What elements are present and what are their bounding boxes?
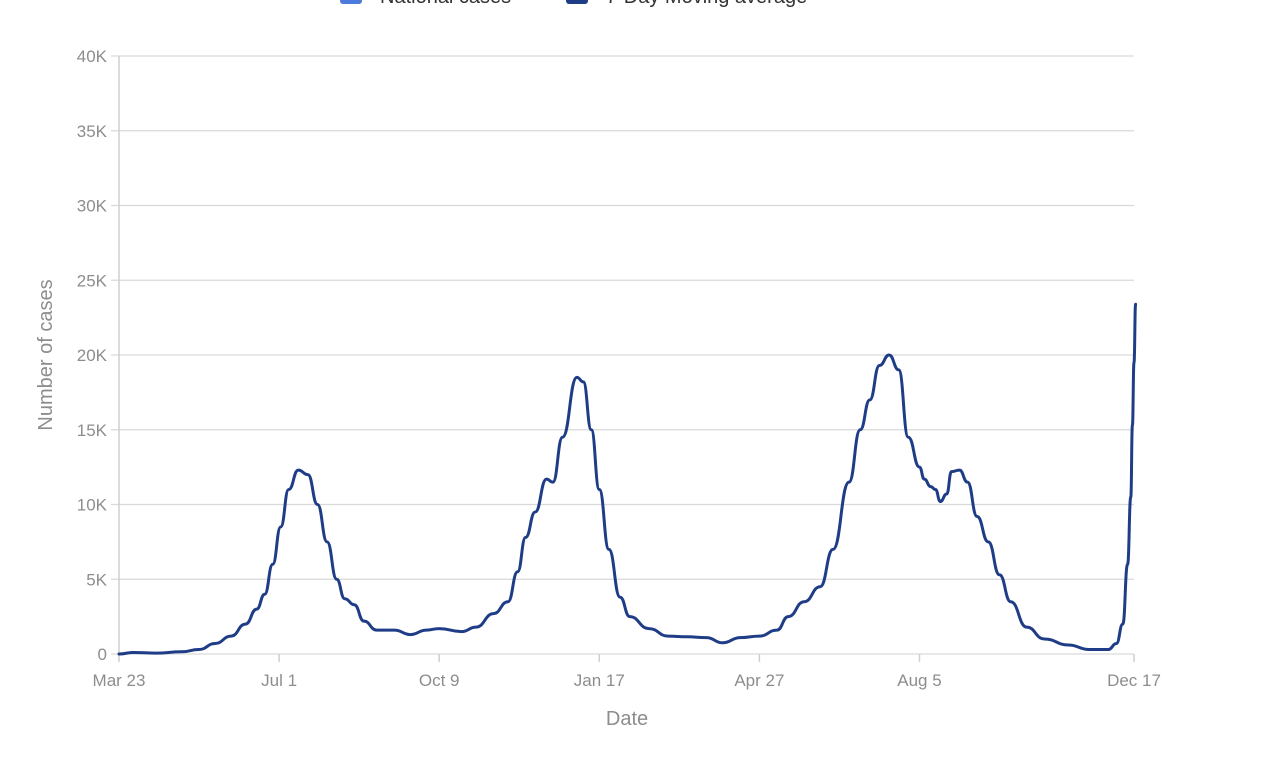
x-tick-label: Aug 5 (897, 671, 941, 690)
y-tick-label: 35K (77, 122, 108, 141)
y-tick-label: 25K (77, 271, 108, 290)
legend-swatch-national-cases (340, 0, 362, 4)
y-tick-label: 0 (98, 645, 107, 664)
y-tick-label: 15K (77, 421, 108, 440)
gridlines (111, 55, 1134, 655)
y-tick-label: 10K (77, 496, 108, 515)
x-tick-label: Dec 17 (1107, 671, 1161, 690)
legend-label-moving-average: 7-Day Moving average (606, 0, 807, 8)
y-tick-label: 20K (77, 346, 108, 365)
x-tick-label: Jul 1 (261, 671, 297, 690)
legend-swatch-moving-average (566, 0, 588, 4)
legend-label-national-cases: National cases (380, 0, 511, 8)
series-layer (117, 302, 1138, 656)
x-tick-label: Jan 17 (574, 671, 625, 690)
x-tick-label: Apr 27 (734, 671, 784, 690)
x-axis-title: Date (606, 708, 648, 730)
x-tick-label: Mar 23 (93, 671, 146, 690)
series-line-moving-average (117, 302, 1138, 656)
x-axis-ticks: Mar 23 Jul 1 Oct 9 Jan 17 Apr 27 Aug 5 Dec 17 (93, 654, 1161, 690)
y-tick-label: 40K (77, 47, 108, 66)
y-axis-tick-labels: 0 5K 10K 15K 20K 25K 30K 35K 40K (77, 47, 108, 664)
y-tick-label: 30K (77, 197, 108, 216)
y-axis-title: Number of cases (35, 279, 57, 430)
legend: National cases 7-Day Moving average (340, 0, 807, 8)
x-tick-label: Oct 9 (419, 671, 460, 690)
y-tick-label: 5K (86, 570, 107, 589)
